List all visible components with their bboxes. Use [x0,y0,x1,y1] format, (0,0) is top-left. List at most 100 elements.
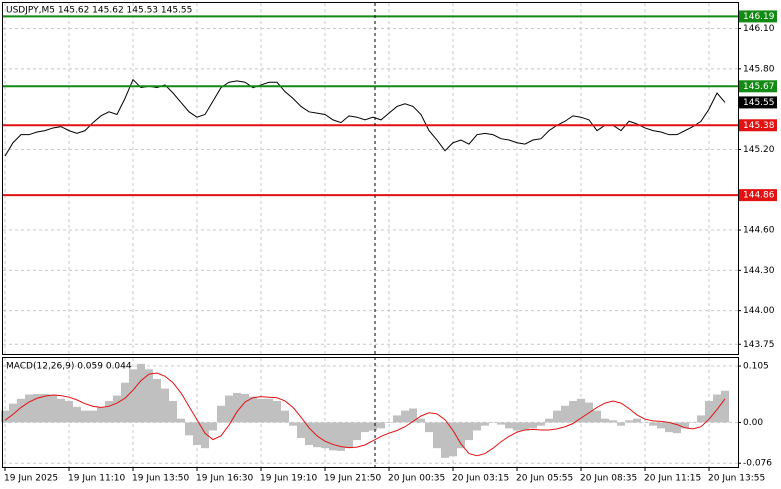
macd-bar [49,394,57,423]
y-tick-label: -0.076 [743,459,772,469]
x-tick-label: 20 Jun 11:15 [644,474,701,484]
macd-bar [177,418,185,423]
y-tick-label: 145.20 [743,145,775,155]
x-tick-label: 19 Jun 2025 [4,474,58,484]
macd-bar [481,422,489,426]
macd-bar [169,400,177,423]
level-label: 145.38 [743,121,775,131]
macd-bar [241,393,249,423]
macd-bar [193,422,201,445]
macd-bar [689,422,697,423]
macd-bar [521,422,529,431]
macd-bar [665,422,673,433]
y-tick-label: 0.105 [743,362,769,372]
macd-bar [57,398,65,423]
macd-bar [145,369,153,423]
macd-bar [361,422,369,433]
macd-bar [321,422,329,449]
level-label: 146.19 [743,12,775,22]
macd-bar [553,410,561,423]
macd-bar [457,422,465,449]
macd-bar [1,410,9,423]
macd-bar [577,398,585,423]
x-tick-label: 19 Jun 19:10 [260,474,317,484]
macd-bar [497,422,505,425]
macd-bar [561,405,569,423]
x-tick-label: 20 Jun 08:35 [580,474,637,484]
macd-bar [129,369,137,423]
macd-bar [65,400,73,423]
macd-bar [537,422,545,426]
macd-bar [625,420,633,423]
macd-bar [337,422,345,451]
macd-bar [305,422,313,445]
macd-bar [81,410,89,423]
macd-bar [161,388,169,423]
x-tick-label: 19 Jun 21:50 [324,474,381,484]
macd-bar [9,403,17,423]
level-label: 145.67 [743,82,775,92]
macd-bar [97,407,105,423]
macd-bar [641,422,649,423]
x-tick-label: 20 Jun 03:15 [452,474,509,484]
macd-bar [425,422,433,433]
macd-bar [593,410,601,423]
macd-bar [289,422,297,426]
macd-bar [513,422,521,431]
level-label: 144.86 [743,191,775,201]
macd-title: MACD(12,26,9) 0.059 0.044 [6,362,132,372]
x-tick-label: 20 Jun 00:35 [388,474,445,484]
macd-bar [713,394,721,423]
macd-bar [353,422,361,441]
macd-bar [569,400,577,423]
macd-bar [345,422,353,449]
y-tick-label: 0.00 [743,418,763,428]
grid [3,3,741,471]
marks [1,15,738,458]
macd-bar [393,415,401,423]
macd-bar [185,422,193,436]
x-tick-label: 20 Jun 05:55 [516,474,573,484]
macd-bar [633,418,641,423]
macd-bar [257,398,265,423]
macd-bar [273,400,281,423]
macd-bar [137,363,145,423]
macd-bar [313,422,321,448]
macd-bar [433,422,441,449]
macd-bar [297,422,305,439]
macd-bar [41,393,49,423]
macd-bar [265,398,273,423]
level-label-box [739,80,777,93]
macd-bar [601,418,609,423]
macd-bar [329,422,337,451]
x-tick-label: 19 Jun 16:30 [196,474,253,484]
macd-bar [409,408,417,423]
level-label-box [739,10,777,23]
x-tick-label: 19 Jun 11:10 [68,474,125,484]
macd-bar [233,392,241,423]
macd-bar [33,393,41,423]
macd-bar [225,395,233,423]
macd-bar [449,422,457,457]
y-tick-label: 144.30 [743,266,775,276]
macd-frame [2,357,739,468]
y-tick-label: 143.75 [743,340,775,350]
macd-bar [705,400,713,423]
macd-bar [217,405,225,423]
macd-bar [657,422,665,429]
macd-bar [401,410,409,423]
x-tick-label: 20 Jun 13:55 [708,474,765,484]
macd-bar [121,382,129,423]
macd-bar [73,406,81,423]
macd-bar [153,378,161,423]
macd-bar [721,390,729,423]
signal-line [4,372,726,457]
macd-bar [25,394,33,423]
level-label-box [739,119,777,132]
level-label-box [739,189,777,202]
chart-title: USDJPY,M5 145.62 145.62 145.53 145.55 [6,6,192,16]
y-tick-label: 144.60 [743,226,775,236]
labels: 146.10 145.80 145.20 144.60 144.30 144.00 143.… [4,10,777,484]
macd-bar [417,418,425,423]
